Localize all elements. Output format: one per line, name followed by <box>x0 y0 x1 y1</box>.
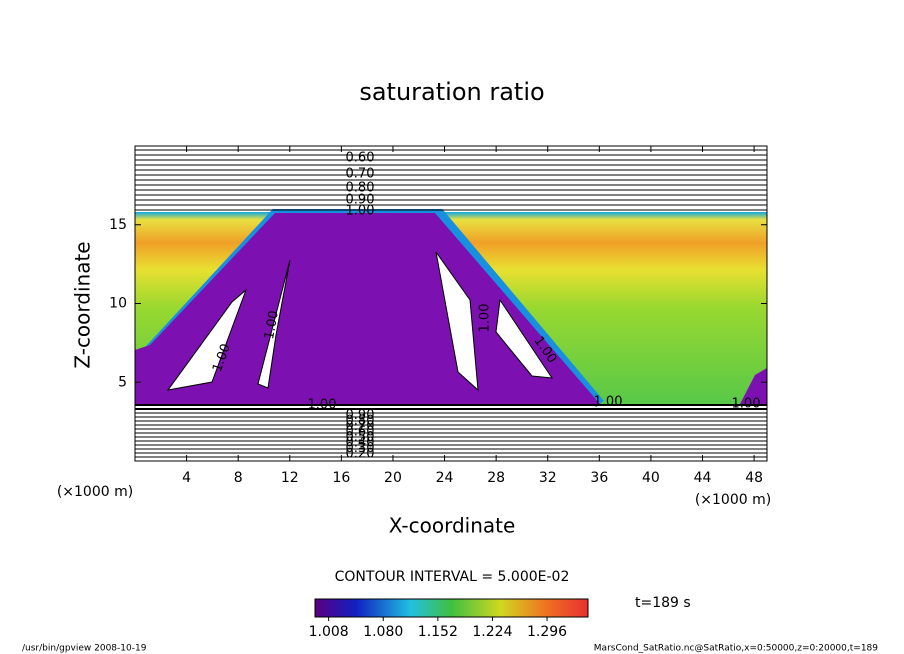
x-tick-label: 48 <box>745 470 763 486</box>
contour-label: 1.00 <box>594 395 623 410</box>
contour-label: 0.70 <box>346 167 375 182</box>
x-tick-label: 32 <box>539 470 557 486</box>
contour-label: 0.50 <box>346 430 375 445</box>
contour-label: 0.60 <box>346 425 375 440</box>
colorbar-tick-label: 1.008 <box>309 624 349 640</box>
contour-label: 1.00 <box>308 398 337 413</box>
contour-label: 0.90 <box>346 193 375 208</box>
x-tick-label: 40 <box>642 470 660 486</box>
contour-label: 1.00 <box>732 397 761 412</box>
x-unit: (×1000 m) <box>57 484 133 500</box>
contour-label: 0.30 <box>346 441 375 456</box>
contour-lines <box>135 149 767 458</box>
x-tick-label: 24 <box>436 470 454 486</box>
colorbar-tick-label: 1.080 <box>363 624 403 640</box>
x-unit: (×1000 m) <box>695 492 771 508</box>
contour-label: 0.80 <box>346 181 375 196</box>
contour-label: 0.70 <box>346 419 375 434</box>
x-tick-label: 12 <box>281 470 299 486</box>
field-clear <box>495 298 554 379</box>
x-tick-label: 44 <box>694 470 712 486</box>
y-tick-label: 15 <box>109 217 127 233</box>
contour-interval: CONTOUR INTERVAL = 5.000E-02 <box>335 569 570 585</box>
y-tick-label: 10 <box>109 296 127 312</box>
field-core <box>135 213 600 404</box>
colorbar-tick-label: 1.224 <box>472 624 512 640</box>
contour-label: 1.00 <box>478 304 493 333</box>
contour-label: 0.60 <box>346 151 375 166</box>
x-tick-label: 4 <box>182 470 191 486</box>
footer-right: MarsCond_SatRatio.nc@SatRatio,x=0:50000,… <box>594 644 878 654</box>
x-tick-label: 28 <box>487 470 505 486</box>
x-axis-label: X-coordinate <box>389 514 516 538</box>
x-tick-label: 16 <box>332 470 350 486</box>
y-tick-label: 5 <box>118 374 127 390</box>
field-clear <box>166 288 248 391</box>
contour-label: 0.80 <box>346 414 375 429</box>
chart-title: saturation ratio <box>359 78 544 106</box>
field-clear <box>257 259 291 389</box>
x-tick-label: 8 <box>234 470 243 486</box>
field-clear <box>435 251 479 392</box>
contour-label: 0.20 <box>346 447 375 462</box>
time-label: t=189 s <box>635 595 691 611</box>
contour-label: 1.00 <box>262 309 282 340</box>
contour-label: 0.90 <box>346 408 375 423</box>
contour-label: 0.40 <box>346 436 375 451</box>
colorbar <box>314 598 589 618</box>
colorbar-tick-label: 1.296 <box>527 624 567 640</box>
field-core <box>740 368 767 404</box>
x-tick-label: 36 <box>590 470 608 486</box>
y-axis-label: Z-coordinate <box>71 241 95 368</box>
colorbar-tick-label: 1.152 <box>418 624 458 640</box>
x-tick-label: 20 <box>384 470 402 486</box>
footer-left: /usr/bin/gpview 2008-10-19 <box>22 644 147 654</box>
contour-label: 1.00 <box>346 204 375 219</box>
plot-area <box>135 149 767 458</box>
